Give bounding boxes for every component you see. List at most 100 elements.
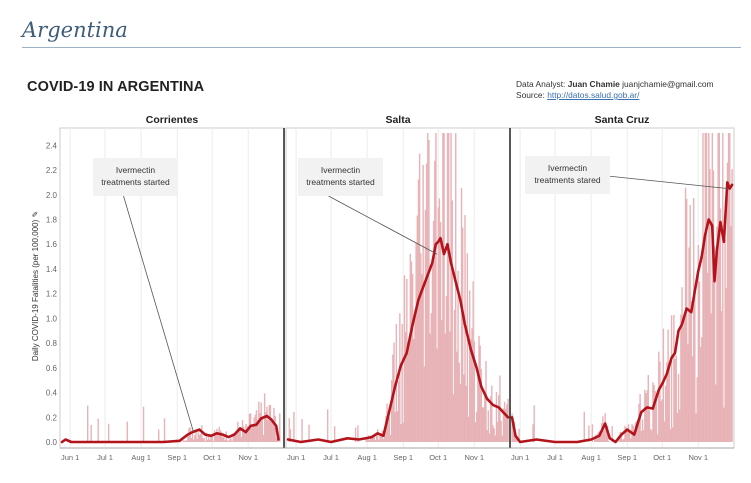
x-tick-label: Aug 1 [131,453,151,462]
y-tick-label: 1.8 [46,216,58,225]
series-line [60,414,280,444]
daily-bar [703,238,705,442]
daily-bar [377,429,379,442]
daily-bar [233,434,236,442]
daily-bar [163,418,166,442]
daily-bar [438,198,441,442]
daily-bar [477,369,479,442]
daily-bar [373,433,375,442]
daily-bar [662,328,665,442]
daily-bar [406,278,408,442]
daily-bar [268,404,270,442]
daily-bar [712,170,715,443]
daily-bar [618,437,620,442]
daily-bar [239,429,241,442]
daily-bar [222,437,224,442]
daily-bar [429,333,431,442]
daily-bar [372,436,374,442]
daily-bar [511,413,513,442]
daily-bar [532,424,534,442]
x-tick-label: Sep 1 [167,453,187,462]
daily-bar [656,434,659,442]
daily-bar [670,315,673,442]
daily-bar [382,438,385,442]
y-tick-label: 0.6 [46,364,58,373]
daily-bar [190,438,193,442]
daily-bar [475,411,478,442]
daily-bar [713,246,716,442]
daily-bar [723,407,725,442]
daily-bar [496,421,499,442]
daily-bar [425,163,428,442]
daily-bar [659,361,661,442]
daily-bar [689,205,691,442]
annotation-text: treatments started [101,177,170,187]
daily-bar [697,245,700,442]
daily-bar [247,429,250,442]
y-axis-label: Daily COVID-19 Fatalities (per 100,000) … [31,211,40,361]
daily-bar [199,434,202,442]
panel-corrientes: Corrientes Jun 1 Jul 1 Aug 1 Sep 1 Oct 1 Nov 1… [59,114,285,462]
daily-bar [421,274,423,442]
daily-bar [494,435,496,442]
daily-bar [224,440,226,442]
daily-bar [246,425,248,442]
annotation-text: Ivermectin [321,165,360,175]
daily-bar [658,351,660,442]
daily-bar [518,428,520,442]
daily-bar [675,355,677,442]
daily-bar [357,425,359,442]
x-tick-label: Jun 1 [287,453,305,462]
daily-bar [480,369,483,442]
daily-bar [467,416,470,442]
annotation-leader [123,195,194,433]
daily-bar [672,427,674,442]
daily-bar [205,432,208,442]
x-tick-label: Aug 1 [357,453,377,462]
daily-bar [686,198,688,442]
daily-bar [626,431,629,442]
daily-bar [473,341,476,442]
daily-bar [489,396,492,442]
page-heading: Argentina [22,18,128,42]
daily-bar [196,438,198,442]
daily-bar [416,215,419,442]
daily-bar [366,436,368,442]
daily-bar [194,434,196,442]
daily-bar [374,439,377,442]
daily-bar [187,433,189,442]
daily-bar [442,133,444,442]
daily-bar [692,198,695,442]
panel-title: Santa Cruz [595,114,650,126]
daily-bar [505,408,507,442]
daily-bar [654,391,656,442]
y-tick-label: 1.4 [46,265,58,274]
daily-bar [443,133,445,442]
daily-bar [211,435,213,442]
daily-bar [651,430,653,442]
daily-bar [466,253,469,442]
daily-bar [533,405,535,442]
daily-bar [701,337,703,442]
daily-bar [507,398,509,442]
daily-bar [396,411,399,442]
daily-bar [428,140,430,442]
daily-bar [452,394,455,442]
daily-bar [126,421,128,442]
daily-bar [445,295,448,442]
daily-bar [492,425,494,442]
daily-bar [588,425,590,442]
annotation-text: Ivermectin [116,165,155,175]
daily-bar [265,412,267,442]
daily-bar [244,430,246,442]
daily-bar [423,366,425,442]
daily-bar [217,435,219,442]
daily-bar [493,428,495,442]
analyst-email: juanjchamie@gmail.com [622,79,714,89]
annotation-box [93,158,178,196]
daily-bar [502,408,505,442]
daily-bar [413,339,415,442]
source-link[interactable]: http://datos.salud.gob.ar/ [547,90,640,100]
daily-bar [648,410,651,442]
